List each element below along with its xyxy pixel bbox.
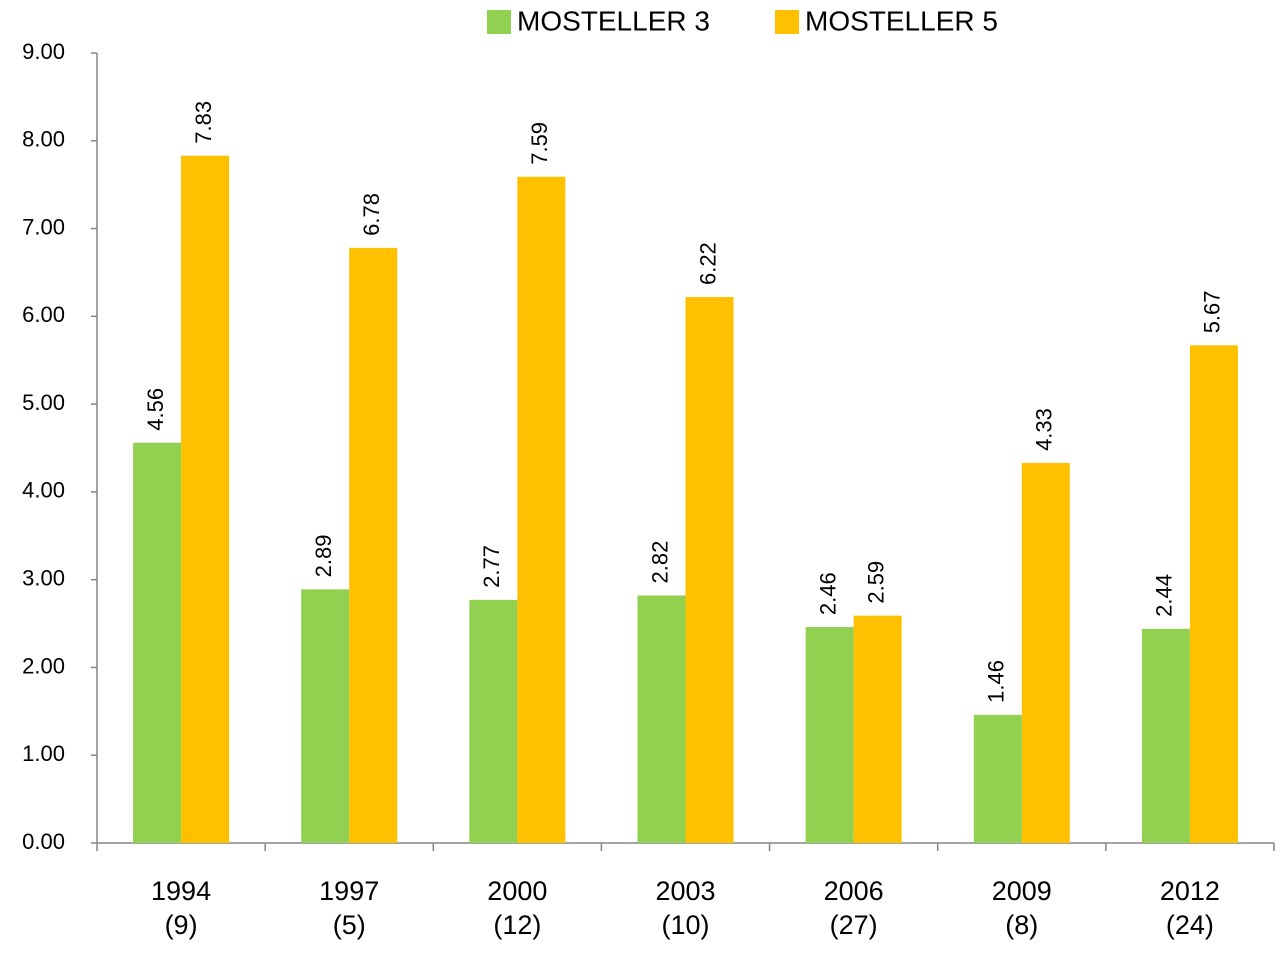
value-label: 4.56	[143, 388, 168, 431]
value-label: 2.59	[863, 561, 888, 604]
x-tick-label: 2012 (24)	[1159, 876, 1220, 940]
y-tick-label: 0.00	[22, 829, 65, 854]
value-label: 6.22	[695, 242, 720, 285]
x-tick-label: 2006 (27)	[823, 876, 884, 940]
value-label: 6.78	[359, 193, 384, 236]
value-label: 2.82	[647, 541, 672, 584]
bar	[805, 627, 854, 843]
bar	[973, 714, 1022, 843]
value-label: 2.46	[815, 572, 840, 615]
bar	[1021, 462, 1070, 843]
y-tick-label: 9.00	[22, 39, 65, 64]
bar	[637, 595, 686, 843]
bar	[349, 247, 398, 843]
bar	[181, 155, 230, 843]
bar	[1141, 628, 1190, 843]
x-tick-label: 2000 (12)	[487, 876, 548, 940]
y-tick-label: 1.00	[22, 741, 65, 766]
x-tick-label: 2003 (10)	[655, 876, 716, 940]
y-tick-label: 2.00	[22, 653, 65, 678]
value-label: 7.83	[191, 101, 216, 144]
x-tick-label: 1997 (5)	[319, 876, 380, 940]
value-label: 5.67	[1200, 290, 1225, 333]
x-tick-label: 2009 (8)	[991, 876, 1052, 940]
value-label: 1.46	[984, 660, 1009, 703]
value-label: 4.33	[1032, 408, 1057, 451]
bar	[853, 615, 902, 843]
y-tick-label: 3.00	[22, 565, 65, 590]
legend-swatch	[775, 10, 799, 34]
legend-swatch	[487, 10, 511, 34]
value-label: 2.89	[311, 534, 336, 577]
value-label: 7.59	[527, 122, 552, 165]
bar	[1189, 345, 1238, 843]
value-label: 2.44	[1152, 574, 1177, 617]
y-tick-label: 8.00	[22, 127, 65, 152]
legend-label: MOSTELLER 3	[517, 5, 710, 36]
y-tick-label: 7.00	[22, 214, 65, 239]
bar	[133, 442, 182, 843]
bar	[517, 176, 566, 843]
x-tick-label: 1994 (9)	[151, 876, 212, 940]
legend-label: MOSTELLER 5	[805, 5, 998, 36]
y-tick-label: 6.00	[22, 302, 65, 327]
bar	[301, 589, 350, 843]
value-label: 2.77	[479, 545, 504, 588]
y-tick-label: 5.00	[22, 390, 65, 415]
y-tick-label: 4.00	[22, 478, 65, 503]
bar	[685, 297, 734, 843]
bar	[469, 599, 518, 843]
